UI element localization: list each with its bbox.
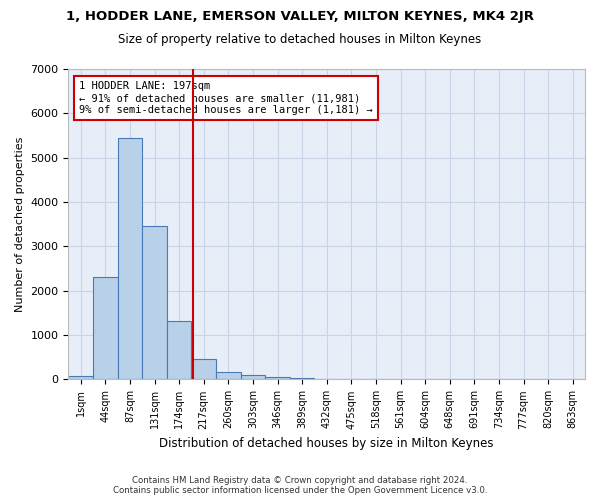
Bar bbox=[265, 377, 290, 380]
X-axis label: Distribution of detached houses by size in Milton Keynes: Distribution of detached houses by size … bbox=[160, 437, 494, 450]
Bar bbox=[241, 376, 265, 380]
Bar bbox=[216, 372, 241, 380]
Bar bbox=[191, 358, 216, 380]
Bar bbox=[68, 376, 93, 380]
Text: Contains HM Land Registry data © Crown copyright and database right 2024.
Contai: Contains HM Land Registry data © Crown c… bbox=[113, 476, 487, 495]
Y-axis label: Number of detached properties: Number of detached properties bbox=[15, 136, 25, 312]
Text: 1 HODDER LANE: 197sqm
← 91% of detached houses are smaller (11,981)
9% of semi-d: 1 HODDER LANE: 197sqm ← 91% of detached … bbox=[79, 82, 373, 114]
Bar bbox=[290, 378, 314, 380]
Bar bbox=[118, 138, 142, 380]
Text: Size of property relative to detached houses in Milton Keynes: Size of property relative to detached ho… bbox=[118, 32, 482, 46]
Bar bbox=[93, 278, 118, 380]
Text: 1, HODDER LANE, EMERSON VALLEY, MILTON KEYNES, MK4 2JR: 1, HODDER LANE, EMERSON VALLEY, MILTON K… bbox=[66, 10, 534, 23]
Bar bbox=[167, 321, 191, 380]
Bar bbox=[142, 226, 167, 380]
